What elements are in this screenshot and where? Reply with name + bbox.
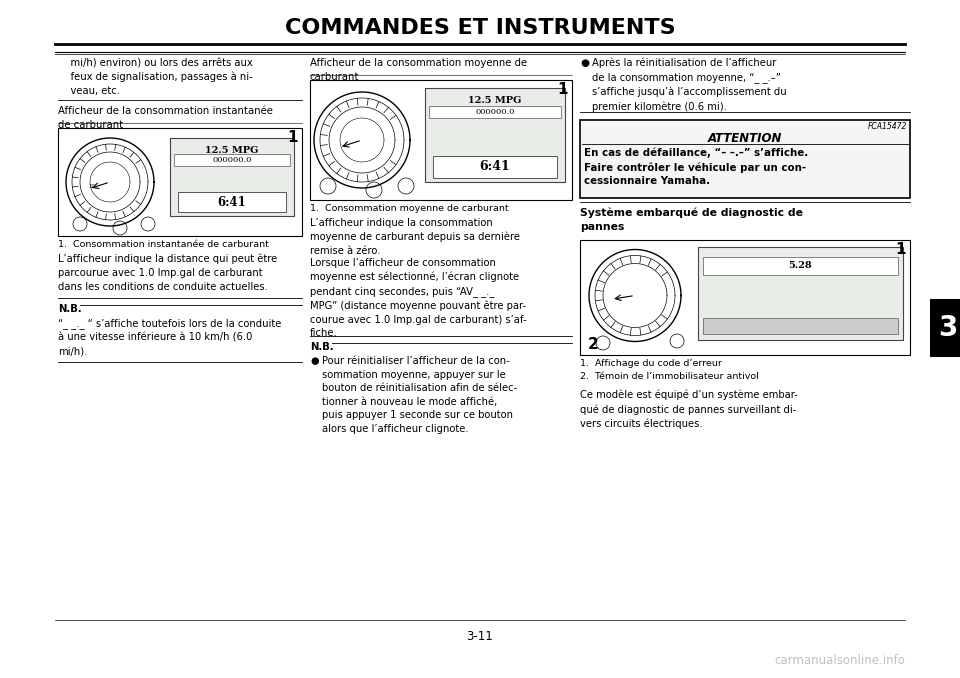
Text: 000000.0: 000000.0 (212, 156, 252, 164)
Bar (310, 80, 572, 200)
Text: Système embarqué de diagnostic de
pannes: Système embarqué de diagnostic de pannes (580, 208, 803, 232)
Text: L’afficheur indique la consommation
moyenne de carburant depuis sa dernière
remi: L’afficheur indique la consommation moye… (310, 218, 520, 256)
Text: 1.  Consommation instantanée de carburant: 1. Consommation instantanée de carburant (58, 240, 269, 249)
Bar (580, 120, 910, 198)
Bar (425, 88, 565, 182)
Text: 6:41: 6:41 (480, 161, 511, 174)
Bar (178, 192, 286, 212)
Text: Après la réinitialisation de l’afficheur
de la consommation moyenne, “_ _.–”
s’a: Après la réinitialisation de l’afficheur… (592, 58, 786, 112)
Bar (703, 257, 898, 275)
Text: Afficheur de la consommation moyenne de
carburant: Afficheur de la consommation moyenne de … (310, 58, 527, 81)
Text: N.B.: N.B. (58, 304, 82, 314)
Bar (429, 106, 561, 118)
Bar (930, 299, 960, 357)
Text: 1: 1 (896, 242, 906, 257)
Text: 3-11: 3-11 (467, 629, 493, 643)
Text: COMMANDES ET INSTRUMENTS: COMMANDES ET INSTRUMENTS (285, 18, 675, 38)
Text: 2.  Témoin de l’immobilisateur antivol: 2. Témoin de l’immobilisateur antivol (580, 372, 758, 381)
Text: ●: ● (580, 58, 589, 68)
Text: L’afficheur indique la distance qui peut être
parcourue avec 1.0 lmp.gal de carb: L’afficheur indique la distance qui peut… (58, 254, 277, 292)
Text: carmanualsonline.info: carmanualsonline.info (774, 654, 905, 666)
Bar (58, 128, 302, 236)
Bar (698, 247, 903, 340)
Text: Ce modèle est équipé d’un système embar-
qué de diagnostic de pannes surveillant: Ce modèle est équipé d’un système embar-… (580, 390, 798, 429)
Text: 5.28: 5.28 (789, 262, 812, 271)
Text: 000000.0: 000000.0 (475, 108, 515, 116)
Text: 1: 1 (287, 130, 298, 145)
Text: 12.5 MPG: 12.5 MPG (468, 96, 521, 105)
Text: Pour réinitialiser l’afficheur de la con-
sommation moyenne, appuyer sur le
bout: Pour réinitialiser l’afficheur de la con… (322, 356, 517, 434)
Text: ●: ● (310, 356, 319, 366)
Text: 10: 10 (88, 184, 95, 189)
Text: 6:41: 6:41 (218, 195, 247, 209)
Bar (433, 156, 557, 178)
Text: 1.  Affichage du code d’erreur: 1. Affichage du code d’erreur (580, 359, 722, 368)
Text: 3: 3 (938, 314, 958, 342)
Text: Lorsque l’afficheur de consommation
moyenne est sélectionné, l’écran clignote
pe: Lorsque l’afficheur de consommation moye… (310, 258, 527, 338)
Bar (174, 154, 290, 166)
Text: 1.  Consommation moyenne de carburant: 1. Consommation moyenne de carburant (310, 204, 509, 213)
Text: En cas de défaillance, “– –.–” s’affiche.
Faire contrôler le véhicule par un con: En cas de défaillance, “– –.–” s’affiche… (584, 148, 808, 186)
Text: N.B.: N.B. (310, 342, 334, 352)
Text: FCA15472: FCA15472 (868, 122, 907, 131)
Text: 12.5 MPG: 12.5 MPG (205, 146, 258, 155)
Bar (170, 138, 294, 216)
Text: ATTENTION: ATTENTION (708, 132, 782, 145)
Bar (0, 0, 960, 52)
Bar (580, 240, 910, 355)
Bar (703, 318, 898, 334)
Text: Afficheur de la consommation instantanée
de carburant: Afficheur de la consommation instantanée… (58, 106, 273, 129)
Text: 2: 2 (588, 337, 599, 352)
Text: 1: 1 (558, 82, 568, 97)
Text: mi/h) environ) ou lors des arrêts aux
    feux de signalisation, passages à ni-
: mi/h) environ) ou lors des arrêts aux fe… (58, 58, 252, 96)
Text: “_ _._ “ s’affiche toutefois lors de la conduite
à une vitesse inférieure à 10 k: “_ _._ “ s’affiche toutefois lors de la … (58, 318, 281, 356)
